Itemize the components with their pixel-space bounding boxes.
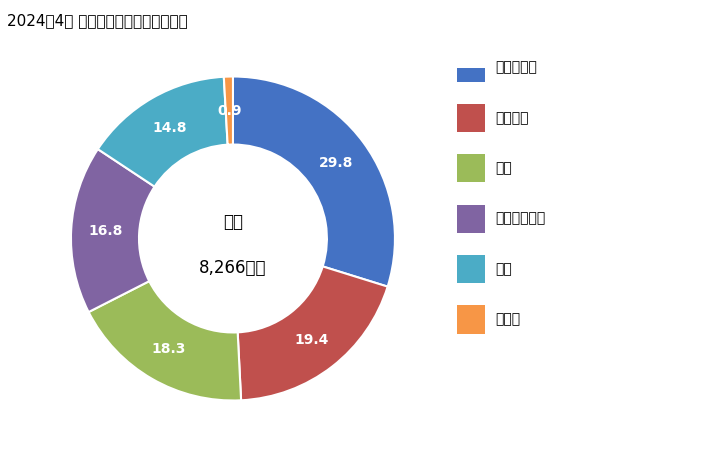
Text: 台湾: 台湾	[496, 161, 513, 176]
FancyBboxPatch shape	[457, 104, 485, 132]
Text: 2024年4月 輸入相手国のシェア（％）: 2024年4月 輸入相手国のシェア（％）	[7, 14, 188, 28]
Text: 8,266万円: 8,266万円	[199, 259, 266, 277]
Text: 29.8: 29.8	[319, 156, 353, 170]
Wedge shape	[233, 76, 395, 287]
Text: 14.8: 14.8	[152, 121, 186, 135]
Text: その他: その他	[496, 312, 521, 327]
Wedge shape	[223, 76, 233, 145]
FancyBboxPatch shape	[457, 255, 485, 284]
Wedge shape	[237, 266, 387, 400]
FancyBboxPatch shape	[457, 54, 485, 82]
Wedge shape	[71, 149, 154, 312]
FancyBboxPatch shape	[457, 306, 485, 334]
Wedge shape	[98, 77, 228, 187]
Wedge shape	[89, 281, 241, 400]
Text: ベトナム: ベトナム	[496, 111, 529, 125]
Text: 中国: 中国	[496, 262, 513, 276]
Text: 総額: 総額	[223, 213, 243, 231]
Text: マレーシア: マレーシア	[496, 60, 537, 75]
Text: インドネシア: インドネシア	[496, 212, 546, 226]
Text: 0.9: 0.9	[217, 104, 242, 117]
Text: 19.4: 19.4	[294, 333, 328, 346]
FancyBboxPatch shape	[457, 204, 485, 233]
Text: 16.8: 16.8	[88, 224, 122, 238]
FancyBboxPatch shape	[457, 154, 485, 183]
Text: 18.3: 18.3	[151, 342, 186, 356]
